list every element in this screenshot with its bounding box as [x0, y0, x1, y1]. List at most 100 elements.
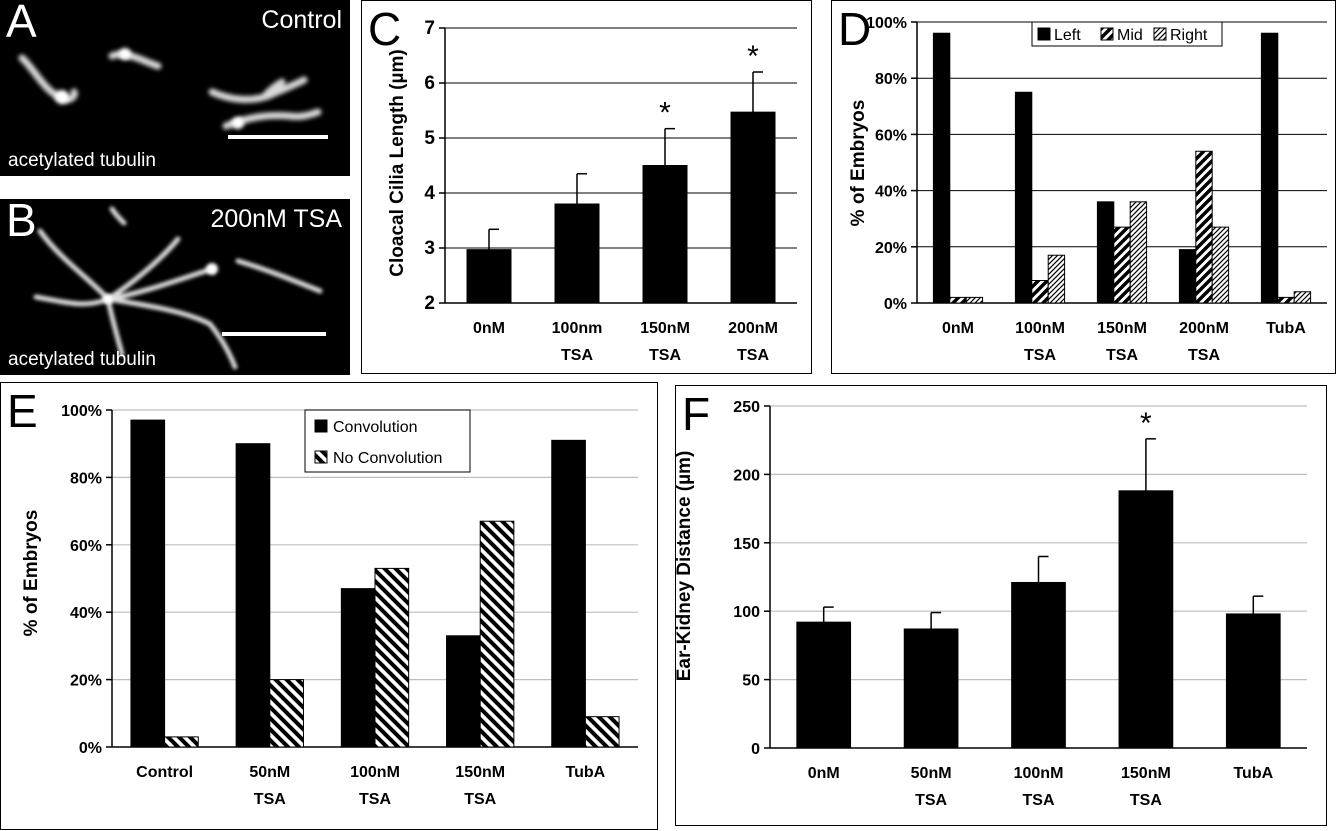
x-category-label: 0nM [808, 765, 840, 782]
y-tick-label: 5 [424, 128, 435, 149]
legend-label: Convolution [333, 419, 418, 436]
condition-label-a: Control [261, 6, 342, 34]
bar-value [466, 249, 512, 304]
panel-letter-d: D [838, 3, 871, 55]
y-tick-label: 60% [875, 127, 907, 144]
cilia-image-a [18, 48, 322, 130]
x-category-label: 150nM [455, 764, 505, 781]
x-category-label: 100nm [552, 320, 603, 337]
bar-value [796, 621, 852, 749]
legend-swatch [314, 450, 328, 464]
y-tick-label: 200 [733, 467, 760, 484]
significance-marker: * [1140, 407, 1152, 440]
y-tick-label: 80% [70, 470, 102, 487]
panel-letter-c: C [368, 3, 401, 55]
chart-panel-c: C 2 3 4 5 6 7 Cloacal Cilia Length (µm) 0nM 100nm… [361, 0, 812, 374]
bar-right [965, 296, 984, 304]
y-tick-label: 3 [424, 238, 435, 259]
x-category-label: 0nM [942, 320, 974, 337]
legend-swatch [1037, 27, 1051, 41]
bar-right [1129, 201, 1148, 304]
x-category-label: TubA [1233, 765, 1273, 782]
significance-marker: * [747, 40, 759, 73]
y-axis-label: Cloacal Cilia Length (µm) [387, 49, 408, 276]
bar-value [1225, 613, 1281, 749]
y-tick-label: 100% [866, 15, 907, 32]
x-category-label: TSA [1188, 347, 1220, 364]
x-category-label: TSA [254, 791, 286, 808]
condition-label-b: 200nM TSA [210, 205, 342, 233]
legend-label: Right [1170, 27, 1208, 44]
y-tick-label: 40% [70, 605, 102, 622]
legend-label: Left [1054, 27, 1081, 44]
y-tick-label: 0 [751, 741, 760, 758]
y-tick-label: 250 [733, 399, 760, 416]
x-category-label: TSA [359, 791, 391, 808]
y-tick-label: 50 [742, 673, 760, 690]
panel-letter-b: B [6, 199, 37, 246]
y-tick-label: 150 [733, 536, 760, 553]
y-tick-label: 100 [733, 604, 760, 621]
x-category-label: TSA [915, 792, 947, 809]
y-axis-label: % of Embryos [21, 510, 42, 637]
x-category-label: TSA [649, 347, 681, 364]
panel-letter-a: A [6, 0, 37, 47]
bar-value [730, 111, 776, 304]
x-category-label: TubA [566, 764, 606, 781]
bar-convolution [130, 419, 166, 748]
bar-left [1260, 32, 1279, 304]
x-category-label: TSA [1024, 347, 1056, 364]
bar-right [1211, 226, 1230, 304]
scale-bar-b [222, 332, 326, 336]
x-category-label: 100nM [1014, 765, 1064, 782]
x-category-label: 150nM [1097, 320, 1147, 337]
x-category-label: TSA [561, 347, 593, 364]
bar-mid [1277, 296, 1295, 304]
bar-convolution [446, 635, 481, 748]
y-tick-label: 4 [424, 183, 435, 204]
bar-mid [949, 296, 967, 304]
chart-f-svg: F 0 50 100 150 200 250 Ear-Kidney Distance (µm)… [674, 388, 1307, 809]
legend-label: Mid [1117, 27, 1143, 44]
bar-value [903, 628, 959, 749]
y-tick-label: 0% [884, 296, 907, 313]
micrograph-panel-a: A Control acetylated tubulin [0, 0, 350, 176]
bar-value [554, 203, 600, 304]
bar-convolution [235, 443, 271, 748]
x-category-label: 50nM [911, 765, 952, 782]
y-tick-label: 0% [79, 740, 102, 757]
y-tick-label: 20% [875, 240, 907, 257]
bar-left [1014, 91, 1033, 304]
y-tick-label: 7 [424, 18, 435, 39]
x-category-label: 150nM [640, 320, 690, 337]
x-category-label: 50nM [249, 764, 290, 781]
chart-panel-e: E 0% 20% 40% 60% 80% 100% % of Embryos Control 50… [0, 382, 658, 830]
x-category-label: 100nM [1015, 320, 1065, 337]
x-category-label: 100nM [350, 764, 400, 781]
x-category-label: TSA [1023, 792, 1055, 809]
bar-right [1047, 254, 1066, 304]
x-category-label: TSA [1130, 792, 1162, 809]
y-tick-label: 20% [70, 673, 102, 690]
bar-left [1178, 249, 1197, 304]
legend-label: No Convolution [333, 450, 442, 467]
x-category-label: 150nM [1121, 765, 1171, 782]
chart-panel-f: F 0 50 100 150 200 250 Ear-Kidney Distance (µm)… [674, 385, 1327, 826]
x-category-label: TubA [1266, 320, 1306, 337]
bar-value [1118, 490, 1174, 749]
legend-swatch [1153, 27, 1167, 41]
bar-no-convolution [584, 716, 620, 748]
stain-label-a: acetylated tubulin [8, 150, 156, 171]
bar-mid [1195, 150, 1213, 304]
y-tick-label: 40% [875, 184, 907, 201]
chart-e-svg: E 0% 20% 40% 60% 80% 100% % of Embryos Control 50… [7, 385, 638, 808]
x-category-label: TSA [1106, 347, 1138, 364]
micrograph-panel-b: B 200nM TSA acetylated tubulin [0, 199, 350, 375]
bar-no-convolution [164, 736, 199, 748]
chart-d-svg: D 0% 20% 40% 60% 80% 100% % of Embryos 0nM 100nM T… [838, 3, 1327, 364]
y-tick-label: 60% [70, 538, 102, 555]
legend-swatch [314, 419, 328, 433]
chart-c-svg: C 2 3 4 5 6 7 Cloacal Cilia Length (µm) 0nM 100nm… [368, 3, 797, 364]
scale-bar-a [228, 135, 328, 139]
stain-label-b: acetylated tubulin [8, 349, 156, 370]
